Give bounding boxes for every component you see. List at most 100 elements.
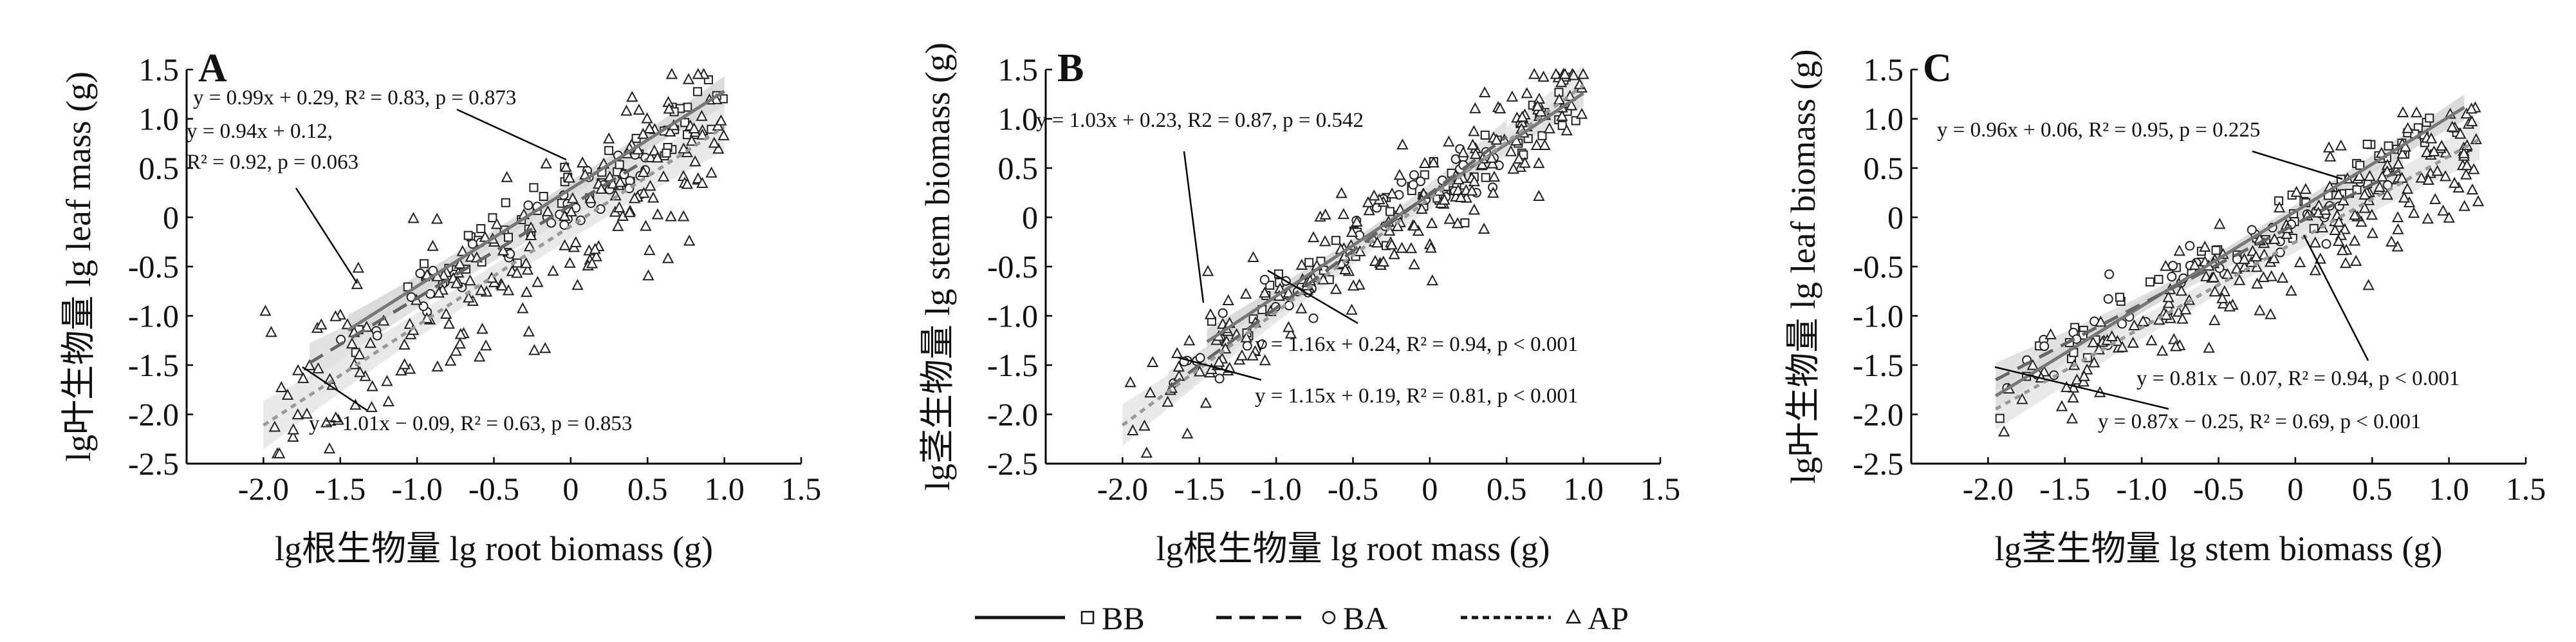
- point-bb: [1557, 120, 1567, 130]
- point-ap: [2386, 235, 2398, 247]
- point-ap: [1339, 263, 1351, 274]
- point-ap: [1519, 156, 1531, 168]
- point-ap: [2116, 341, 2129, 352]
- point-ap: [440, 307, 452, 319]
- point-bb: [1304, 258, 1314, 267]
- point-ba: [1257, 339, 1267, 350]
- point-ap: [523, 240, 536, 252]
- point-ap: [532, 276, 544, 287]
- point-ap: [1127, 424, 1139, 435]
- point-ap: [366, 380, 378, 392]
- x-tick-label: 1.0: [1563, 471, 1604, 507]
- point-ap: [2358, 202, 2371, 213]
- point-ba: [2185, 241, 2195, 251]
- point-ap: [2176, 312, 2189, 324]
- point-ap: [1347, 279, 1360, 291]
- point-ap: [2335, 139, 2347, 151]
- point-bb: [615, 160, 624, 169]
- point-bb: [2384, 141, 2393, 151]
- point-ap: [2396, 106, 2409, 118]
- point-bb: [693, 87, 702, 97]
- point-ap: [542, 205, 554, 216]
- point-ap: [2349, 209, 2361, 220]
- point-ap: [2088, 356, 2100, 368]
- point-ap: [2429, 193, 2442, 204]
- point-ap: [2373, 180, 2386, 192]
- point-bb: [2154, 274, 2164, 284]
- point-ap: [1307, 231, 1320, 243]
- point-ap: [528, 344, 541, 355]
- point-ba: [425, 288, 436, 299]
- point-ap: [2268, 232, 2281, 244]
- point-ap: [427, 240, 439, 251]
- x-tick-label: -1.0: [1251, 471, 1302, 507]
- point-ap: [2309, 264, 2321, 276]
- point-ap: [497, 244, 510, 256]
- point-ap: [2265, 270, 2277, 281]
- point-ap: [688, 122, 700, 134]
- point-ap: [366, 401, 378, 412]
- point-ap: [640, 220, 652, 231]
- point-ap: [352, 261, 364, 273]
- point-ap: [595, 182, 607, 194]
- point-ap: [589, 243, 601, 254]
- point-ap: [689, 155, 701, 167]
- point-ap: [315, 318, 328, 330]
- point-ap: [2329, 223, 2341, 236]
- point-ap: [287, 430, 299, 442]
- point-ap: [1476, 158, 1488, 169]
- point-ap: [1295, 258, 1308, 270]
- point-ap: [1468, 125, 1480, 137]
- point-ap: [2169, 340, 2182, 352]
- point-ap: [2392, 223, 2404, 234]
- x-tick-label: 1.5: [1640, 471, 1681, 507]
- point-ap: [479, 339, 492, 351]
- point-ap: [1543, 122, 1555, 134]
- point-bb: [2425, 113, 2434, 123]
- point-ap: [662, 252, 674, 263]
- point-ap: [395, 364, 407, 376]
- point-ap: [1513, 153, 1525, 164]
- point-ap: [1351, 215, 1363, 227]
- point-ap: [2324, 150, 2337, 162]
- point-ap: [2364, 169, 2376, 182]
- point-ap: [2044, 328, 2057, 339]
- point-ba: [1242, 341, 1252, 351]
- point-bb: [476, 224, 486, 234]
- point-ap: [2067, 391, 2079, 403]
- annotation-leader-line: [302, 366, 367, 411]
- point-ap: [431, 212, 443, 224]
- point-bb: [2211, 245, 2221, 255]
- point-ap: [2163, 297, 2175, 308]
- annotation-leader-line: [2303, 234, 2369, 361]
- legend-label: BB: [1102, 600, 1145, 636]
- regression-line-bb: [347, 90, 725, 332]
- point-bb: [2115, 292, 2125, 302]
- regression-equation: y = 1.15x + 0.19, R² = 0.81, p < 0.001: [1255, 384, 1578, 408]
- point-ap: [1319, 208, 1331, 220]
- point-ap: [1550, 68, 1562, 79]
- point-ap: [360, 321, 373, 332]
- legend-marker-circle: [1322, 610, 1336, 625]
- point-ap: [1490, 133, 1503, 145]
- point-ap: [682, 73, 695, 84]
- point-ba: [1218, 308, 1228, 318]
- point-ap: [2436, 140, 2448, 151]
- point-ap: [2333, 216, 2345, 227]
- y-tick-label: -2.5: [1853, 446, 1904, 482]
- y-tick-label: -2.0: [1853, 397, 1904, 433]
- y-axis-label: lg叶生物量 lg leaf mass (g): [59, 71, 98, 462]
- x-tick-label: 0.5: [627, 471, 668, 507]
- point-ap: [2055, 400, 2068, 411]
- point-ap: [2175, 285, 2187, 296]
- point-ap: [268, 420, 281, 432]
- point-ba: [1259, 274, 1270, 285]
- point-ap: [2180, 303, 2192, 315]
- point-ap: [2465, 102, 2478, 114]
- point-ap: [2460, 168, 2472, 180]
- point-ap: [685, 135, 698, 146]
- point-ap: [677, 210, 690, 222]
- point-ap: [641, 112, 653, 124]
- point-bb: [604, 146, 614, 155]
- point-ap: [354, 366, 366, 377]
